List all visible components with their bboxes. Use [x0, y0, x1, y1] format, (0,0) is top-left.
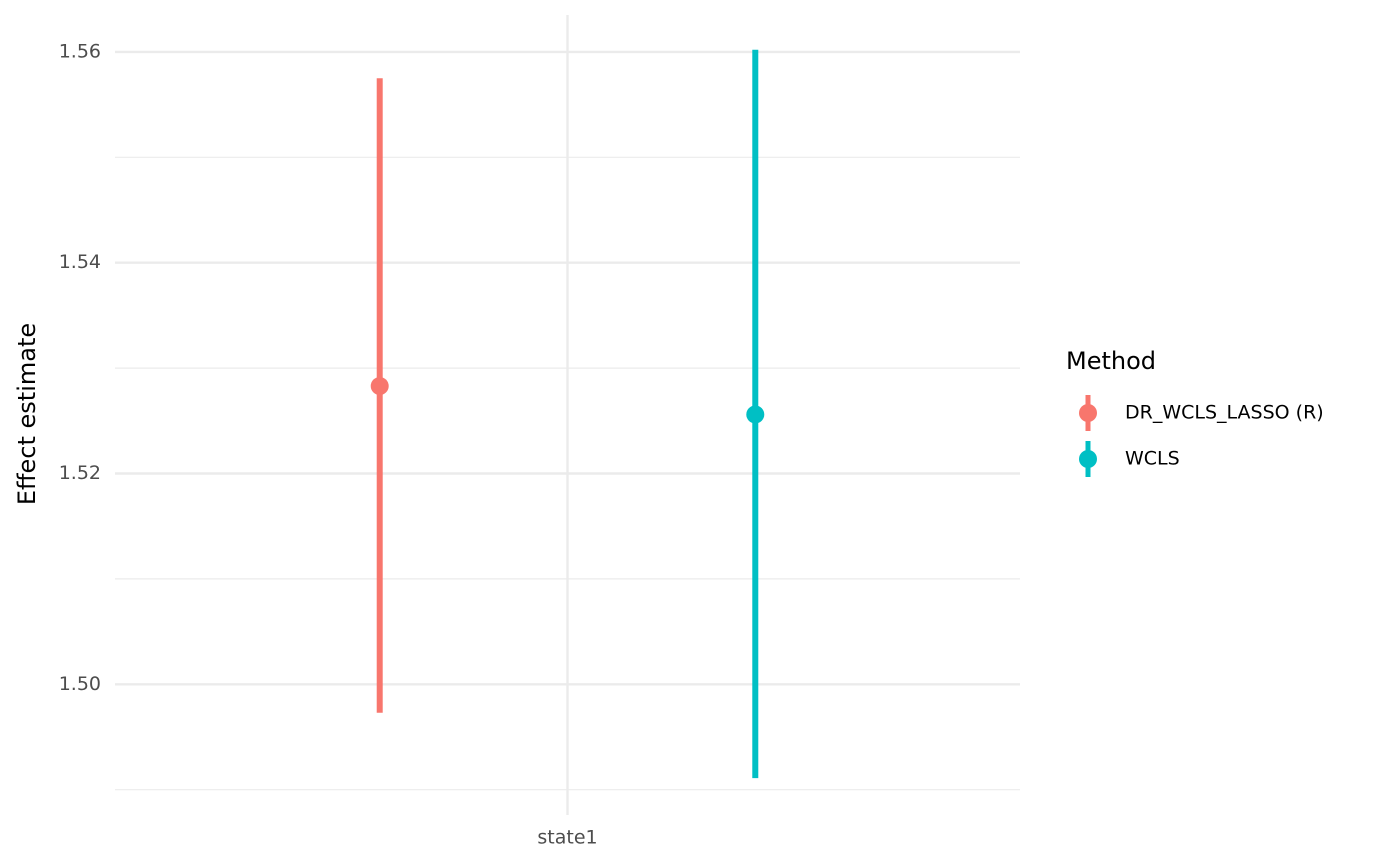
y-tick-label: 1.52: [59, 462, 101, 484]
legend-label: DR_WCLS_LASSO (R): [1125, 402, 1324, 424]
legend-title: Method: [1066, 347, 1156, 375]
legend-label: WCLS: [1125, 448, 1180, 470]
legend-point: [1079, 450, 1097, 468]
legend-point: [1079, 404, 1097, 422]
point: [370, 377, 389, 396]
y-tick-label: 1.54: [59, 251, 101, 273]
y-axis-label: Effect estimate: [13, 323, 41, 505]
y-tick-label: 1.56: [59, 40, 101, 62]
point: [746, 405, 765, 424]
x-tick-label: state1: [537, 827, 597, 849]
y-tick-label: 1.50: [59, 673, 101, 695]
